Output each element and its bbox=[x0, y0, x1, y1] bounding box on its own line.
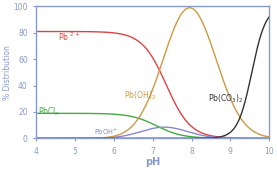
X-axis label: pH: pH bbox=[145, 157, 160, 167]
Text: Pb $^{2+}$: Pb $^{2+}$ bbox=[58, 31, 80, 43]
Y-axis label: % Distribution: % Distribution bbox=[3, 45, 12, 100]
Text: PbOH$^{+}$: PbOH$^{+}$ bbox=[94, 127, 118, 137]
Text: PbCl$_{x}$: PbCl$_{x}$ bbox=[38, 105, 60, 118]
Text: Pb(CO$_{3}$)$_{2}$: Pb(CO$_{3}$)$_{2}$ bbox=[208, 92, 243, 105]
Text: Pb(OH)$_{2}$: Pb(OH)$_{2}$ bbox=[124, 90, 156, 102]
